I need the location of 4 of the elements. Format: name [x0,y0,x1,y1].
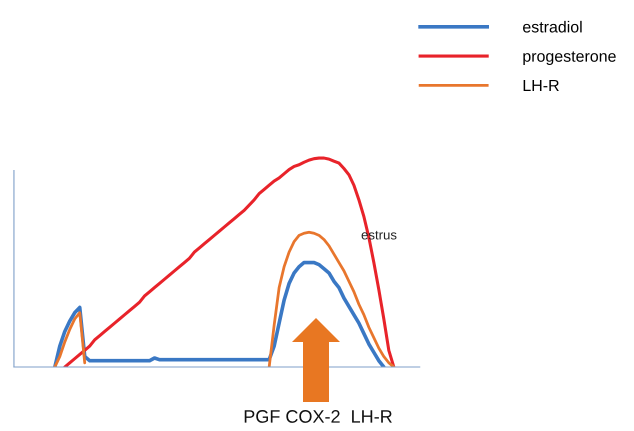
legend-label: LH-R [524,80,559,91]
legend-label: progesterone [523,51,616,65]
text: PGF COX-2 LH-R [244,410,392,423]
legend-label: estradiol [523,20,582,33]
